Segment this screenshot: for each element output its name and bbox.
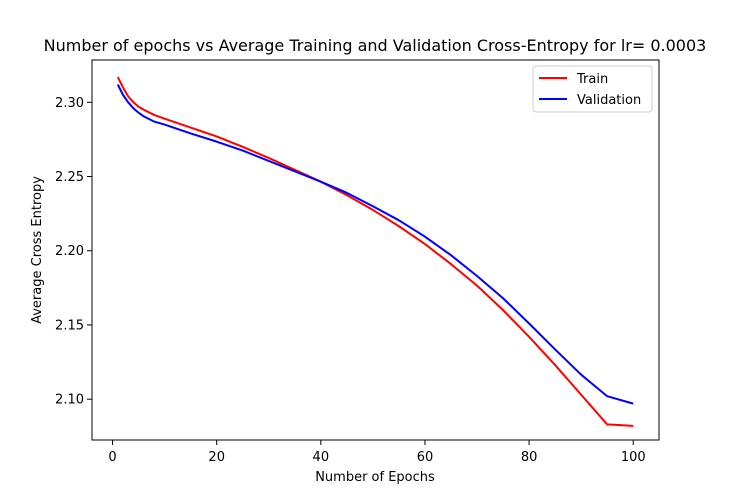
x-axis-title: Number of Epochs	[315, 470, 435, 485]
y-tick-label: 2.15	[55, 318, 84, 333]
y-tick-label: 2.30	[55, 96, 84, 111]
legend-label-train: Train	[576, 72, 608, 87]
y-tick-label: 2.25	[55, 170, 84, 185]
series-line-validation	[116, 84, 634, 405]
y-tick-label: 2.20	[55, 244, 84, 259]
y-tick-label: 2.10	[55, 393, 84, 408]
legend: Train Validation	[532, 65, 653, 113]
chart-title: Number of epochs vs Average Training and…	[44, 36, 707, 55]
x-tick-label: 20	[208, 450, 225, 465]
x-tick-label: 60	[417, 450, 434, 465]
x-tick-label: 40	[313, 450, 330, 465]
x-tick-label: 100	[621, 450, 646, 465]
x-tick-label: 0	[108, 450, 116, 465]
y-axis-title: Average Cross Entropy	[30, 176, 45, 324]
plot-area: 0 20 40 60 80 100 2.10 2.15 2.20 2.25 2.30	[55, 59, 660, 465]
series-line-train	[116, 76, 634, 427]
axes-frame	[91, 59, 660, 441]
x-tick-label: 80	[521, 450, 538, 465]
legend-label-validation: Validation	[577, 93, 641, 108]
